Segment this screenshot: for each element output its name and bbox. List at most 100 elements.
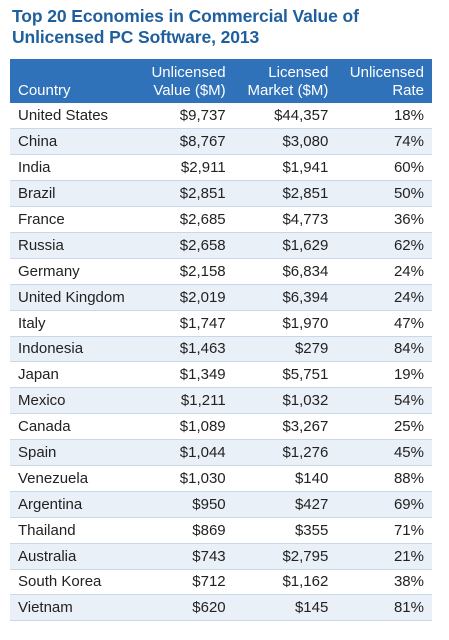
cell-licensed-market: $1,162: [233, 569, 337, 596]
cell-unlicensed-rate: 62%: [336, 232, 432, 259]
cell-unlicensed-rate: 18%: [336, 103, 432, 130]
cell-unlicensed-rate: 19%: [336, 361, 432, 389]
cell-unlicensed-value: $2,851: [138, 180, 234, 208]
cell-country: Australia: [10, 543, 138, 570]
table-row: Mexico $1,211 $1,032 54%: [10, 387, 432, 415]
header-unlicensed-value-line-2: Value ($M): [153, 82, 226, 99]
table-row: Germany $2,158 $6,834 24%: [10, 258, 432, 285]
cell-unlicensed-value: $1,044: [138, 439, 234, 466]
header-unlicensed-value: Unlicensed Value ($M): [138, 59, 234, 103]
cell-unlicensed-value: $2,911: [138, 154, 234, 182]
cell-licensed-market: $427: [233, 491, 337, 518]
cell-unlicensed-rate: 81%: [336, 594, 432, 622]
table-row: Venezuela $1,030 $140 88%: [10, 465, 432, 492]
cell-unlicensed-rate: 88%: [336, 465, 432, 492]
cell-unlicensed-value: $9,737: [138, 103, 234, 130]
cell-licensed-market: $1,032: [233, 387, 337, 415]
cell-country: United Kingdom: [10, 284, 138, 311]
header-unlicensed-rate: Unlicensed Rate: [336, 59, 432, 103]
cell-unlicensed-rate: 21%: [336, 543, 432, 570]
cell-unlicensed-rate: 24%: [336, 258, 432, 285]
table-row: Vietnam $620 $145 81%: [10, 594, 432, 622]
table-row: Spain $1,044 $1,276 45%: [10, 439, 432, 466]
cell-unlicensed-value: $743: [138, 543, 234, 570]
table-row: South Korea $712 $1,162 38%: [10, 569, 432, 596]
cell-unlicensed-value: $1,349: [138, 361, 234, 389]
cell-licensed-market: $6,394: [233, 284, 337, 311]
cell-country: China: [10, 128, 138, 156]
title-line-2: Unlicensed PC Software, 2013: [12, 27, 260, 47]
cell-unlicensed-value: $1,463: [138, 336, 234, 363]
table-row: Japan $1,349 $5,751 19%: [10, 361, 432, 389]
header-unlicensed-rate-line-2: Rate: [392, 82, 424, 99]
header-country: Country: [10, 59, 138, 103]
table-row: Thailand $869 $355 71%: [10, 517, 432, 544]
cell-licensed-market: $1,941: [233, 154, 337, 182]
cell-unlicensed-rate: 25%: [336, 413, 432, 441]
header-row: Country Unlicensed Value ($M) Licensed M…: [10, 59, 432, 103]
cell-licensed-market: $5,751: [233, 361, 337, 389]
cell-country: Indonesia: [10, 336, 138, 363]
cell-licensed-market: $355: [233, 517, 337, 544]
cell-unlicensed-rate: 74%: [336, 128, 432, 156]
cell-unlicensed-rate: 36%: [336, 206, 432, 233]
cell-country: South Korea: [10, 569, 138, 596]
table-header: Country Unlicensed Value ($M) Licensed M…: [10, 59, 432, 103]
cell-unlicensed-value: $1,211: [138, 387, 234, 415]
table-row: Indonesia $1,463 $279 84%: [10, 336, 432, 363]
cell-country: India: [10, 154, 138, 182]
cell-unlicensed-value: $1,089: [138, 413, 234, 441]
table-row: Australia $743 $2,795 21%: [10, 543, 432, 570]
cell-licensed-market: $3,267: [233, 413, 337, 441]
cell-licensed-market: $3,080: [233, 128, 337, 156]
cell-unlicensed-value: $2,019: [138, 284, 234, 311]
header-licensed-market: Licensed Market ($M): [233, 59, 337, 103]
cell-country: Germany: [10, 258, 138, 285]
cell-country: Venezuela: [10, 465, 138, 492]
cell-unlicensed-rate: 47%: [336, 310, 432, 337]
cell-country: Brazil: [10, 180, 138, 208]
header-unlicensed-rate-line-1: Unlicensed: [349, 64, 424, 81]
cell-country: Italy: [10, 310, 138, 337]
table-body: United States $9,737 $44,357 18% China $8,767…: [10, 103, 432, 622]
cell-licensed-market: $4,773: [233, 206, 337, 233]
cell-unlicensed-rate: 38%: [336, 569, 432, 596]
cell-unlicensed-rate: 69%: [336, 491, 432, 518]
cell-unlicensed-rate: 50%: [336, 180, 432, 208]
cell-country: Russia: [10, 232, 138, 259]
cell-unlicensed-value: $620: [138, 594, 234, 622]
page-title: Top 20 Economies in Commercial Value of …: [12, 6, 442, 48]
cell-licensed-market: $1,970: [233, 310, 337, 337]
cell-country: Spain: [10, 439, 138, 466]
cell-licensed-market: $6,834: [233, 258, 337, 285]
cell-unlicensed-value: $2,658: [138, 232, 234, 259]
table-row: Russia $2,658 $1,629 62%: [10, 232, 432, 259]
cell-unlicensed-value: $712: [138, 569, 234, 596]
cell-unlicensed-value: $1,030: [138, 465, 234, 492]
cell-country: United States: [10, 103, 138, 130]
cell-licensed-market: $1,629: [233, 232, 337, 259]
table-row: Brazil $2,851 $2,851 50%: [10, 180, 432, 208]
cell-unlicensed-value: $950: [138, 491, 234, 518]
cell-licensed-market: $279: [233, 336, 337, 363]
cell-licensed-market: $2,795: [233, 543, 337, 570]
table-row: Canada $1,089 $3,267 25%: [10, 413, 432, 441]
cell-unlicensed-value: $8,767: [138, 128, 234, 156]
cell-licensed-market: $2,851: [233, 180, 337, 208]
cell-unlicensed-rate: 60%: [336, 154, 432, 182]
cell-unlicensed-value: $869: [138, 517, 234, 544]
table-row: India $2,911 $1,941 60%: [10, 154, 432, 182]
cell-licensed-market: $1,276: [233, 439, 337, 466]
header-unlicensed-value-line-1: Unlicensed: [151, 64, 226, 81]
header-country-line-1: Country: [18, 82, 71, 99]
cell-country: Mexico: [10, 387, 138, 415]
cell-licensed-market: $145: [233, 594, 337, 622]
cell-unlicensed-rate: 24%: [336, 284, 432, 311]
cell-country: Argentina: [10, 491, 138, 518]
table-row: Italy $1,747 $1,970 47%: [10, 310, 432, 337]
title-line-1: Top 20 Economies in Commercial Value of: [12, 6, 359, 26]
table-row: China $8,767 $3,080 74%: [10, 128, 432, 156]
cell-unlicensed-value: $2,158: [138, 258, 234, 285]
cell-unlicensed-value: $1,747: [138, 310, 234, 337]
cell-country: France: [10, 206, 138, 233]
